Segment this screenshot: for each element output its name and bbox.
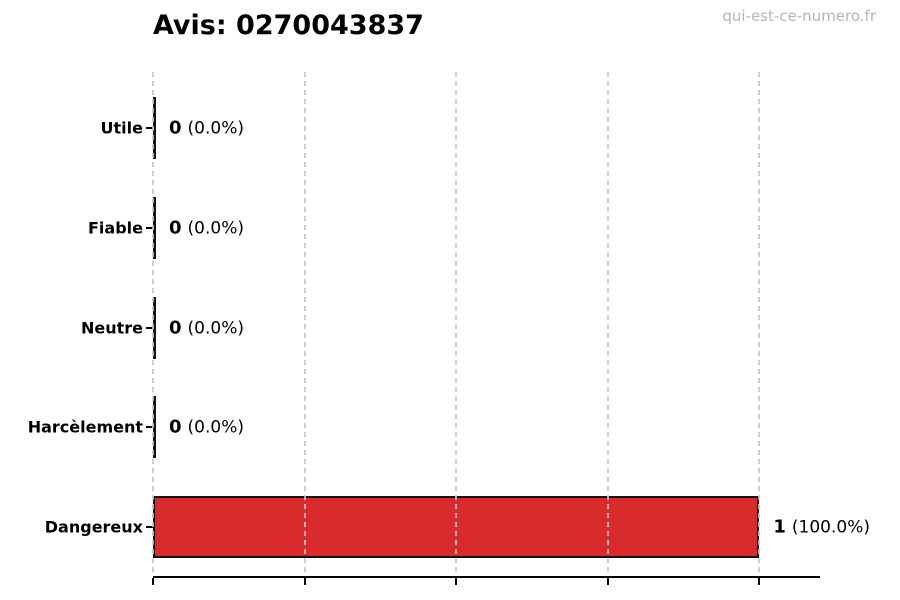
value-label: 1 (100.0%) xyxy=(773,517,870,538)
value-count: 1 xyxy=(773,516,786,538)
x-axis-tick xyxy=(758,578,761,585)
y-axis-tick xyxy=(146,526,153,528)
x-axis-tick xyxy=(152,578,154,585)
bar-row-utile: Utile 0 (0.0%) xyxy=(101,97,820,159)
y-axis-tick xyxy=(146,227,153,229)
bar-rows: Utile 0 (0.0%) Fiable 0 (0.0%) Neutre 0 (0.… xyxy=(28,72,870,578)
category-label: Utile xyxy=(100,118,143,138)
bar-neutre xyxy=(153,297,156,359)
gridline xyxy=(455,72,458,576)
y-axis-tick xyxy=(146,426,153,428)
category-label: Harcèlement xyxy=(27,417,143,437)
chart-title: Avis: 0270043837 xyxy=(153,10,424,41)
category-label: Dangereux xyxy=(44,517,143,537)
bar-fiable xyxy=(153,197,156,259)
bar-row-harcelement: Harcèlement 0 (0.0%) xyxy=(28,396,820,458)
value-label: 0 (0.0%) xyxy=(169,118,244,139)
y-axis-tick xyxy=(146,327,153,329)
watermark: qui-est-ce-numero.fr xyxy=(722,7,876,25)
plot-area: Utile 0 (0.0%) Fiable 0 (0.0%) Neutre 0 (0.… xyxy=(28,72,870,585)
value-percent: (0.0%) xyxy=(187,218,244,239)
category-label: Neutre xyxy=(80,318,143,338)
bar-row-fiable: Fiable 0 (0.0%) xyxy=(88,197,820,259)
x-axis-tick xyxy=(606,578,609,585)
gridline xyxy=(152,72,154,576)
value-percent: (0.0%) xyxy=(187,318,244,339)
value-percent: (100.0%) xyxy=(791,517,870,538)
value-percent: (0.0%) xyxy=(187,417,244,438)
value-percent: (0.0%) xyxy=(187,118,244,139)
value-label: 0 (0.0%) xyxy=(169,318,244,339)
gridline xyxy=(758,72,761,576)
value-label: 0 (0.0%) xyxy=(169,218,244,239)
value-count: 0 xyxy=(169,416,182,438)
y-axis-tick xyxy=(146,127,153,129)
bar-row-dangereux: Dangereux 1 (100.0%) xyxy=(45,496,870,558)
x-axis-tick xyxy=(455,578,458,585)
gridline xyxy=(606,72,609,576)
value-label: 0 (0.0%) xyxy=(169,417,244,438)
x-axis-line xyxy=(153,576,820,578)
value-count: 0 xyxy=(169,117,182,139)
category-label: Fiable xyxy=(88,218,143,238)
bar-harcelement xyxy=(153,396,156,458)
bar-utile xyxy=(153,97,156,159)
value-count: 0 xyxy=(169,317,182,339)
bar-row-neutre: Neutre 0 (0.0%) xyxy=(81,297,820,359)
gridline xyxy=(303,72,306,576)
value-count: 0 xyxy=(169,217,182,239)
x-axis-tick xyxy=(303,578,306,585)
